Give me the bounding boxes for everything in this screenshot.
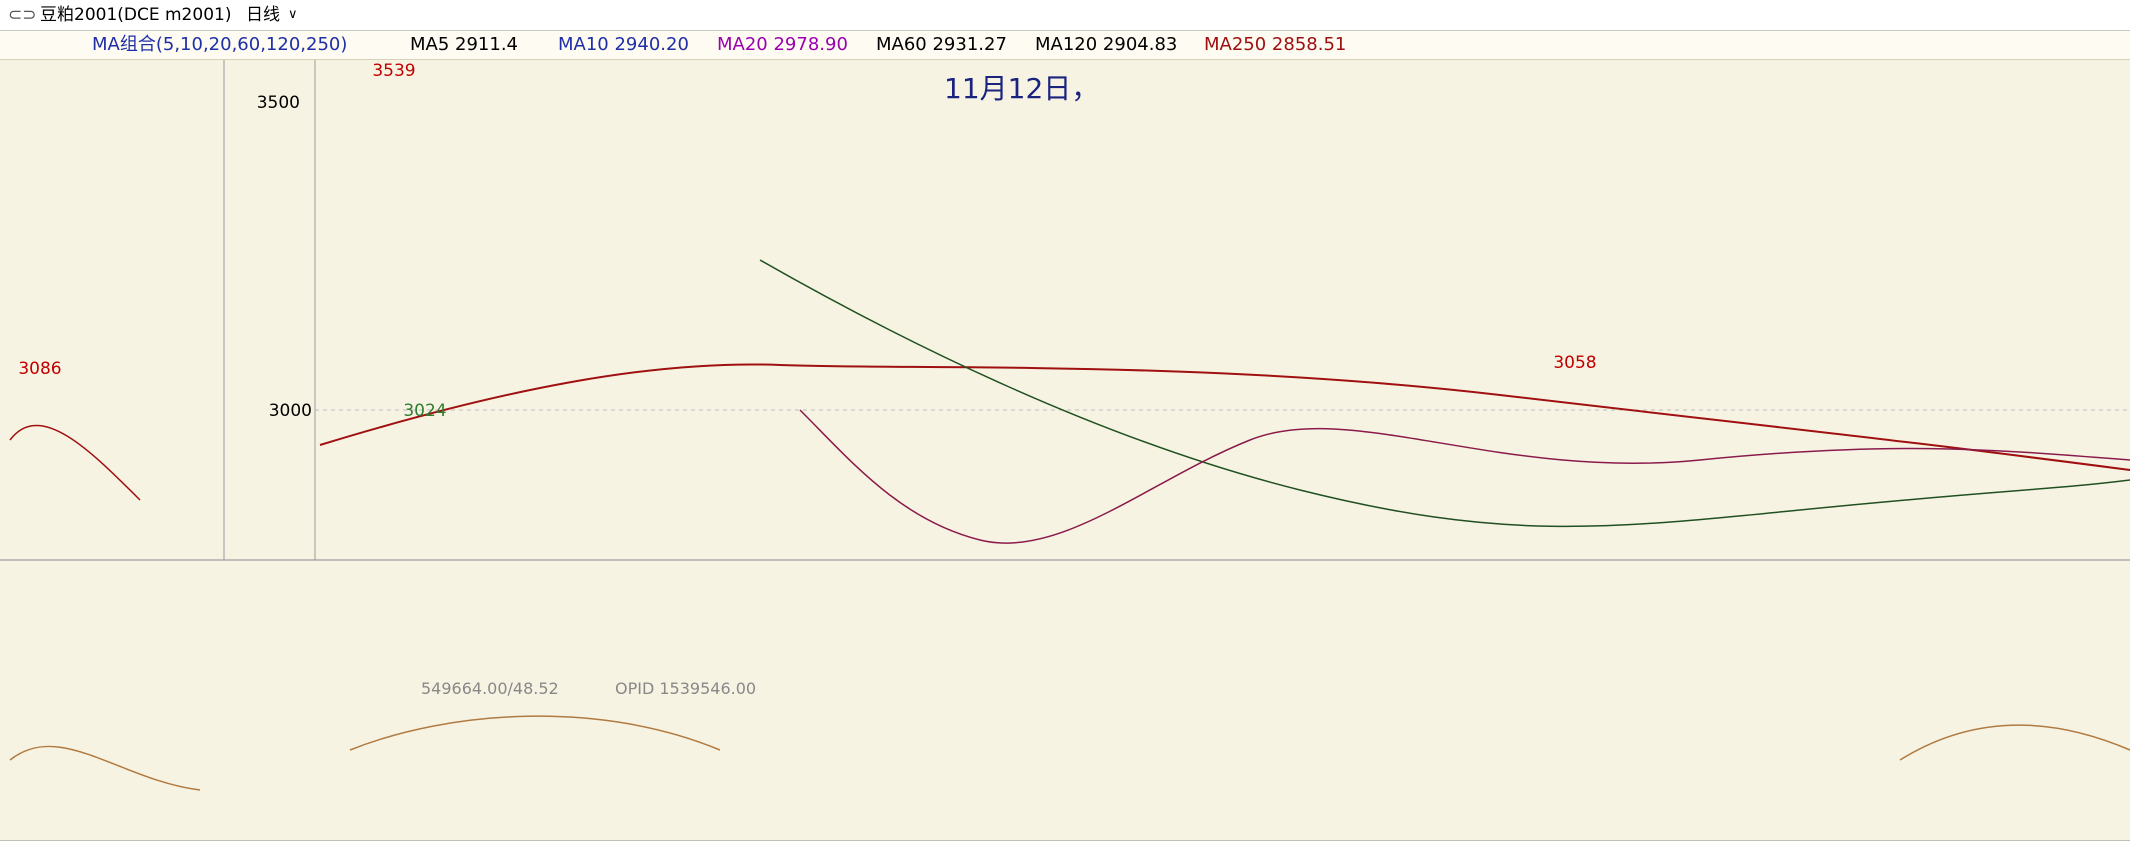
price-annotation: 3086	[18, 359, 61, 379]
ma-group[interactable]: MA组合(5,10,20,60,120,250)	[92, 34, 348, 55]
dropdown-icon[interactable]: ∨	[288, 7, 298, 22]
background	[0, 60, 2130, 841]
ma-curve	[319, 363, 2130, 471]
price-annotation: 3058	[1553, 353, 1596, 373]
ma-value: MA10 2940.20	[558, 34, 689, 55]
headline: 11月12日，	[944, 72, 1099, 105]
price-axis-label: 3000	[269, 401, 312, 421]
ma-curve	[799, 409, 2130, 544]
ma-value: MA20 2978.90	[717, 34, 848, 55]
open-interest-readout: OPID 1539546.00	[615, 679, 756, 698]
symbol[interactable]: 豆粕2001(DCE m2001)	[40, 5, 232, 25]
ma-value: MA60 2931.27	[876, 34, 1007, 55]
ma-value: MA250 2858.51	[1204, 34, 1347, 55]
ma-curve	[759, 259, 2130, 528]
price-annotation: 3024	[403, 401, 446, 421]
price-annotation: 3539	[372, 61, 415, 81]
chart-area: 11月12日， 3500 3000 3539 3086 3024 3058 54…	[0, 60, 2130, 841]
price-axis-label: 3500	[257, 93, 300, 113]
period-selector[interactable]: 日线	[246, 5, 280, 25]
ma-value: MA120 2904.83	[1035, 34, 1178, 55]
ma-curve	[9, 424, 141, 501]
ma-legend: MA组合(5,10,20,60,120,250) MA5 2911.4 MA10 …	[0, 31, 2130, 60]
ma-value: MA5 2911.4	[410, 34, 518, 55]
link-icon: ⊂⊃	[8, 5, 37, 25]
indicator-curve	[9, 715, 2130, 791]
volume-readout: 549664.00/48.52	[421, 679, 559, 698]
toolbar: ⊂⊃ 豆粕2001(DCE m2001) 日线 ∨	[0, 0, 2130, 31]
